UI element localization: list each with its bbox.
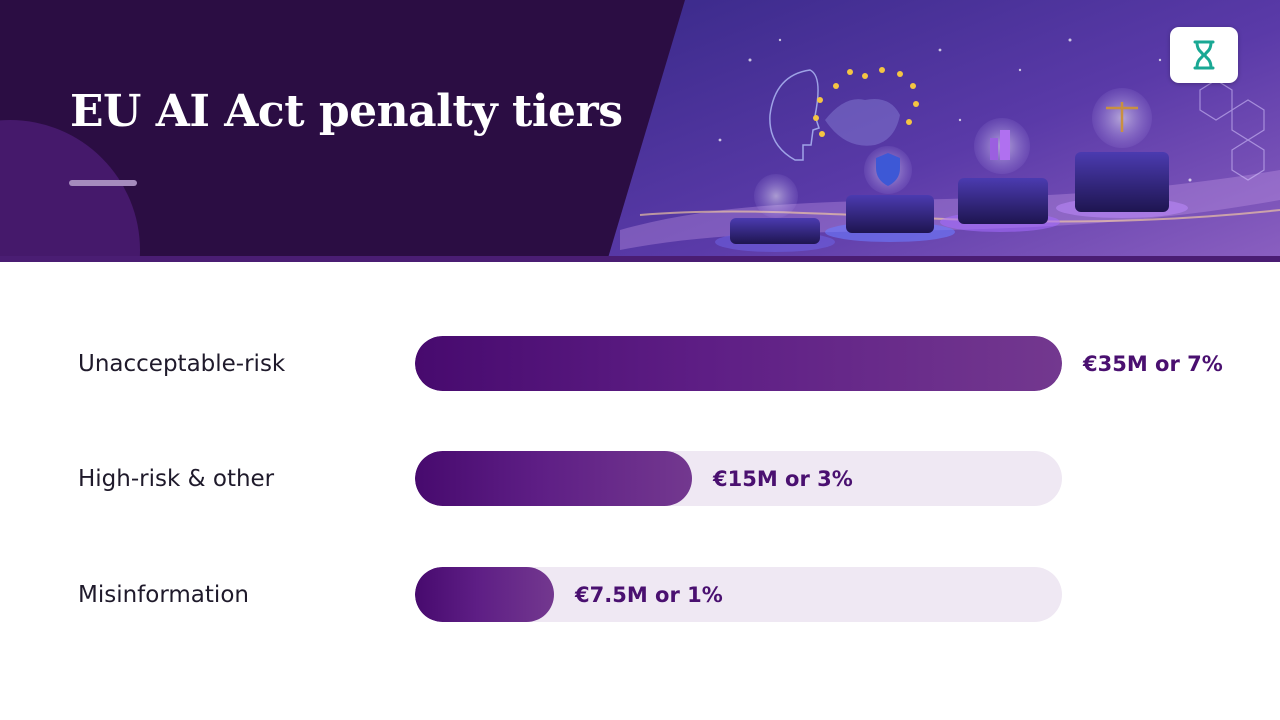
bar: [415, 567, 554, 622]
decorative-circle: [0, 120, 140, 262]
app-logo: [1170, 27, 1238, 83]
bar-category-label: Unacceptable-risk: [78, 350, 286, 377]
bar-track: [415, 336, 1062, 391]
header-banner: EU AI Act penalty tiers: [0, 0, 1280, 262]
bar-category-label: High-risk & other: [78, 465, 275, 492]
bar: [415, 451, 692, 506]
bar-value-label: €7.5M or 1%: [575, 582, 723, 607]
bar-track: [415, 567, 1062, 622]
logo-icon: [1193, 40, 1215, 70]
bar-category-label: Misinformation: [78, 581, 249, 608]
eu-stars: [813, 67, 919, 137]
bar-track: [415, 451, 1062, 506]
page-title: EU AI Act penalty tiers: [70, 86, 623, 137]
title-accent-line: [69, 180, 137, 186]
bar: [415, 336, 1062, 391]
eu-ai-illustration: [608, 0, 1280, 258]
bar-value-label: €35M or 7%: [1083, 351, 1223, 376]
bar-value-label: €15M or 3%: [713, 466, 853, 491]
header-bottom-rule: [0, 256, 1280, 262]
